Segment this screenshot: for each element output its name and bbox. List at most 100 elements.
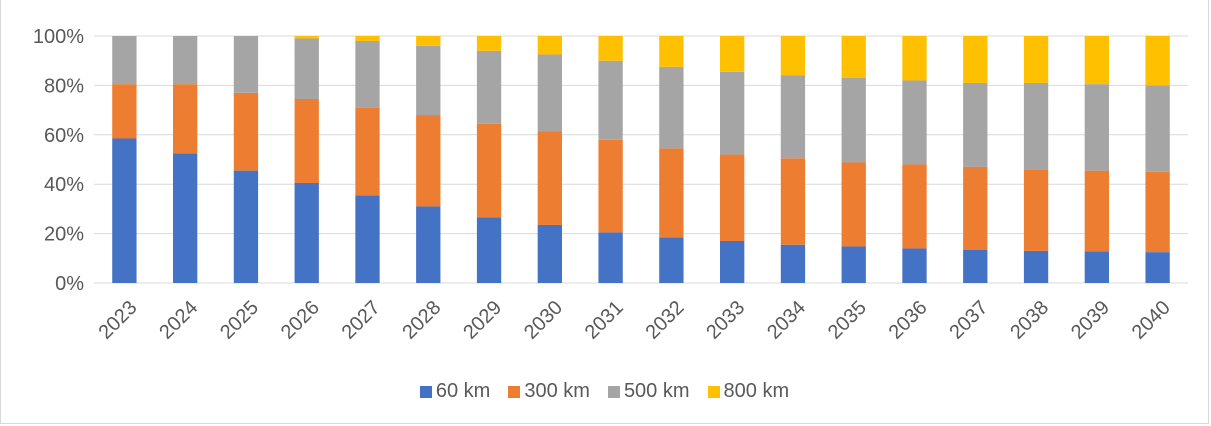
bar-segment [416, 36, 441, 46]
legend-swatch [419, 385, 432, 398]
legend-item: 800 km [707, 380, 790, 403]
x-tick-label: 2033 [702, 297, 749, 344]
x-tick-label: 2038 [1006, 297, 1053, 344]
bar-segment [355, 40, 380, 108]
bar-segment [963, 82, 988, 167]
bar-segment [598, 139, 623, 233]
bar-segment [659, 148, 684, 238]
x-tick-label: 2037 [945, 297, 992, 344]
bar-segment [659, 36, 684, 67]
x-tick-label: 2032 [642, 297, 689, 344]
bar-segment [780, 158, 806, 245]
y-tick-label: 20% [44, 224, 84, 246]
x-tick-label: 2029 [459, 297, 506, 344]
bar-segment [233, 36, 259, 93]
bar-segment [1145, 85, 1170, 172]
bar-segment [537, 224, 562, 283]
bar-segment [841, 246, 866, 283]
bar-segment [780, 36, 806, 76]
legend-label: 500 km [623, 380, 690, 402]
bar-segment [537, 131, 562, 225]
legend: 60 km 300 km 500 km 800 km [1, 380, 1208, 403]
x-tick-label: 2028 [398, 297, 445, 344]
bar-segment [1145, 171, 1170, 253]
bar-segment [963, 36, 988, 83]
bar-segment [1084, 170, 1109, 252]
bar-segment [963, 166, 988, 250]
bar-segment [841, 36, 866, 78]
y-tick-label: 0% [55, 273, 84, 295]
bar-segment [537, 36, 562, 55]
bar-segment [233, 170, 259, 283]
x-tick-label: 2040 [1128, 297, 1175, 344]
bar-segment [1084, 84, 1109, 171]
bar-segment [476, 217, 502, 283]
x-tick-label: 2027 [338, 297, 385, 344]
x-tick-label: 2025 [216, 297, 263, 344]
bar-segment [841, 77, 866, 163]
legend-swatch [607, 385, 620, 398]
bar-segment [659, 237, 684, 283]
x-tick-label: 2031 [581, 297, 628, 344]
bar-segment [476, 36, 502, 51]
bar-segment [537, 54, 562, 132]
legend-item: 60 km [419, 380, 491, 403]
bar-segment [355, 36, 380, 41]
stacked-bar-chart: 0% 20% 40% 60% 80% 100% 2023 2024 2025 2026 2027 20… [33, 26, 1188, 344]
bar-segment [598, 36, 623, 61]
bar-segment [902, 164, 927, 249]
bar-segment [112, 138, 137, 283]
legend-label: 60 km [435, 380, 491, 402]
bar-segment [294, 98, 319, 183]
bar-segment [416, 45, 441, 116]
x-tick-label: 2030 [520, 297, 567, 344]
legend-swatch [707, 385, 720, 398]
bar-segment [173, 36, 198, 85]
bar-segment [902, 36, 927, 81]
bar-segment [659, 66, 684, 149]
bar-segment [1084, 36, 1109, 85]
bar-segment [902, 80, 927, 165]
legend-label: 300 km [524, 380, 590, 402]
bar-segment [720, 154, 745, 242]
bar-segment [294, 38, 319, 99]
bar-segment [1023, 82, 1049, 170]
bar-segment [720, 241, 745, 283]
bar-segment [1145, 36, 1170, 86]
legend-swatch [508, 385, 521, 398]
bar-segment [841, 162, 866, 247]
x-tick-label: 2036 [885, 297, 932, 344]
bar-segment [355, 107, 380, 196]
legend-item: 300 km [508, 380, 590, 403]
bar-segment [355, 195, 380, 283]
legend-item: 500 km [607, 380, 690, 403]
bar-segment [720, 36, 745, 72]
y-tick-label: 60% [44, 125, 84, 147]
bar-segment [294, 36, 319, 39]
bar-segment [963, 249, 988, 283]
x-tick-label: 2026 [277, 297, 324, 344]
legend-label: 800 km [723, 380, 790, 402]
bar-segment [294, 182, 319, 283]
bar-segment [780, 75, 806, 159]
bar-segment [598, 60, 623, 140]
bar-segment [1145, 252, 1170, 283]
bar-segment [173, 153, 198, 283]
bar-segment [476, 123, 502, 218]
bar-segment [233, 92, 259, 171]
x-tick-label: 2023 [95, 297, 142, 344]
bar-segment [1023, 36, 1049, 83]
bar-segment [720, 71, 745, 155]
bar-segment [112, 36, 137, 85]
y-tick-label: 40% [44, 174, 84, 196]
y-tick-label: 80% [44, 75, 84, 97]
bar-segment [416, 206, 441, 283]
bar-segment [416, 115, 441, 207]
bar-segment [173, 84, 198, 154]
bar-segment [112, 84, 137, 139]
bar-segment [1023, 250, 1049, 283]
bar-segment [1084, 251, 1109, 283]
bar-segment [1023, 169, 1049, 251]
x-tick-label: 2024 [155, 297, 202, 344]
